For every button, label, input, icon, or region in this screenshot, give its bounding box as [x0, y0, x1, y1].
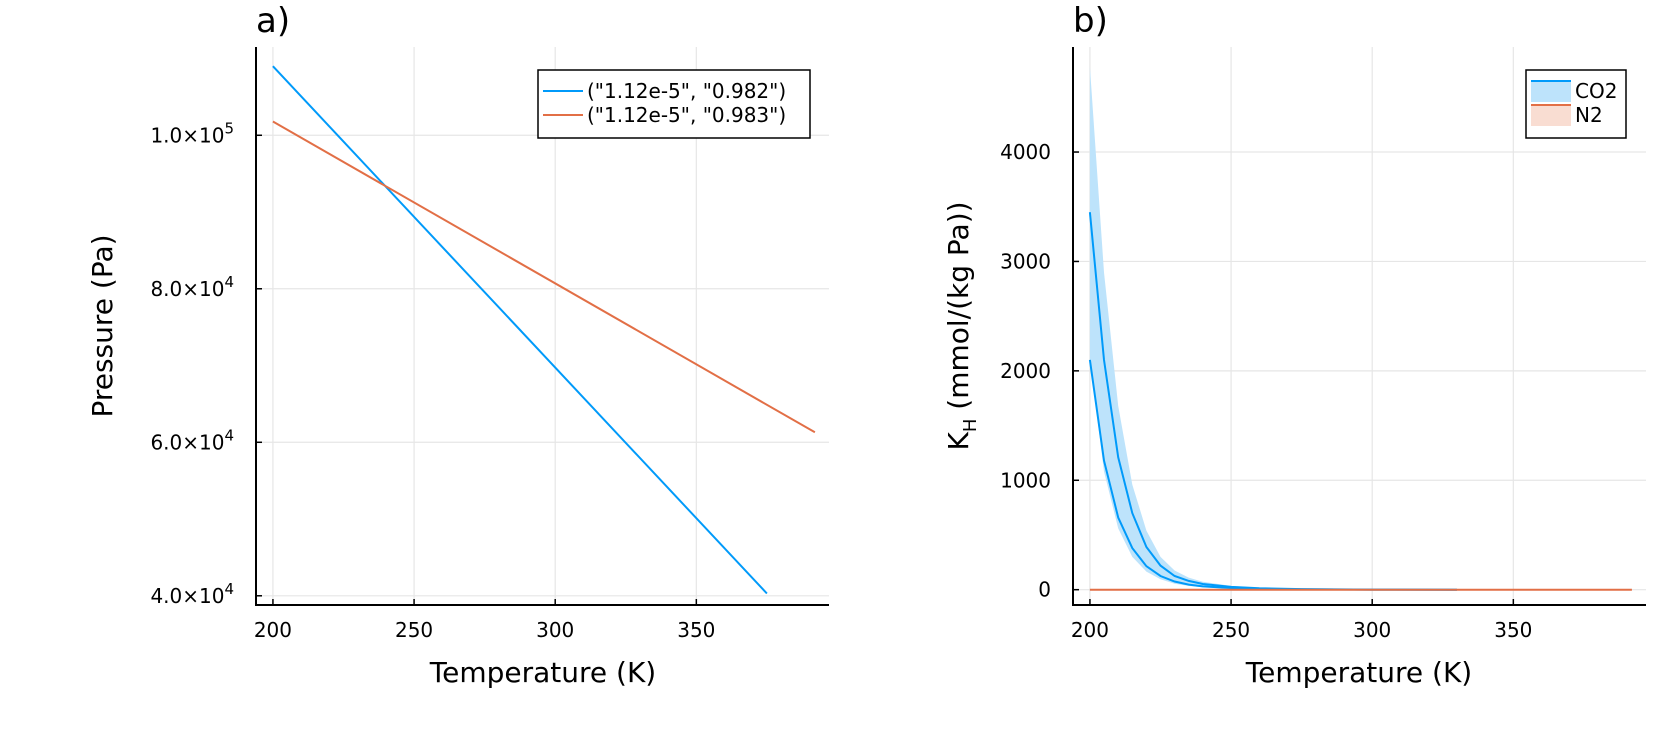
panel-a-title: a): [256, 1, 290, 41]
panel-a-legend: ("1.12e-5", "0.982") ("1.12e-5", "0.983"…: [537, 69, 811, 139]
legend-box: [537, 69, 811, 139]
legend-label-series-1: ("1.12e-5", "0.982"): [587, 79, 786, 103]
panel-b-axes: [1072, 47, 1646, 606]
legend-swatch-n2-band: [1531, 105, 1571, 126]
x-tick-label: 350: [677, 618, 715, 642]
legend-label-series-2: ("1.12e-5", "0.983"): [587, 103, 786, 127]
y-label-subscript: H: [960, 419, 981, 433]
series-line-1: [272, 65, 768, 595]
panel-a: 200 250 300 350 4.0×104 6.0×104 8.0×104 1.0×10…: [86, 1, 829, 689]
x-tick-label: 350: [1494, 618, 1532, 642]
x-tick-label: 250: [395, 618, 433, 642]
panel-a-y-label: Pressure (Pa): [86, 234, 119, 417]
panel-b-x-ticks: 200 250 300 350: [1071, 599, 1532, 642]
legend-swatch-co2-band: [1531, 81, 1571, 102]
x-tick-label: 200: [1071, 618, 1109, 642]
y-tick-label: 2000: [1000, 359, 1051, 383]
panel-a-axes: [255, 47, 829, 606]
series-line-2: [272, 120, 816, 434]
panel-b: 200 250 300 350 0 1000 2000 3000 4000 b) Temper…: [942, 1, 1646, 689]
y-tick-label: 1.0×105: [150, 119, 234, 147]
y-label-main: K: [942, 432, 975, 451]
panel-a-y-ticks: 4.0×104 6.0×104 8.0×104 1.0×105: [150, 119, 262, 608]
panel-b-series: [1088, 66, 1632, 591]
legend-label-co2: CO2: [1575, 79, 1617, 103]
y-tick-label: 6.0×104: [150, 426, 234, 454]
y-tick-label: 1000: [1000, 468, 1051, 492]
panel-a-grid: [256, 47, 829, 605]
x-tick-label: 300: [536, 618, 574, 642]
y-tick-label: 0: [1038, 578, 1051, 602]
panel-b-y-label: KH (mmol/(kg Pa)): [942, 201, 981, 450]
panel-b-title: b): [1073, 1, 1108, 41]
x-tick-label: 250: [1212, 618, 1250, 642]
panel-b-y-ticks: 0 1000 2000 3000 4000: [1000, 140, 1079, 602]
legend-label-n2: N2: [1575, 103, 1603, 127]
y-tick-label: 4000: [1000, 140, 1051, 164]
x-tick-label: 300: [1353, 618, 1391, 642]
x-tick-label: 200: [254, 618, 292, 642]
y-tick-label: 3000: [1000, 249, 1051, 273]
y-label-units: (mmol/(kg Pa)): [942, 201, 975, 418]
y-tick-label: 8.0×104: [150, 273, 234, 301]
panel-a-x-ticks: 200 250 300 350: [254, 599, 715, 642]
y-tick-label: 4.0×104: [150, 580, 234, 608]
panel-a-series: [272, 65, 816, 595]
panel-b-x-label: Temperature (K): [1245, 656, 1472, 689]
panel-a-x-label: Temperature (K): [429, 656, 656, 689]
co2-band: [1089, 66, 1457, 590]
panel-b-legend: CO2 N2: [1525, 69, 1627, 139]
